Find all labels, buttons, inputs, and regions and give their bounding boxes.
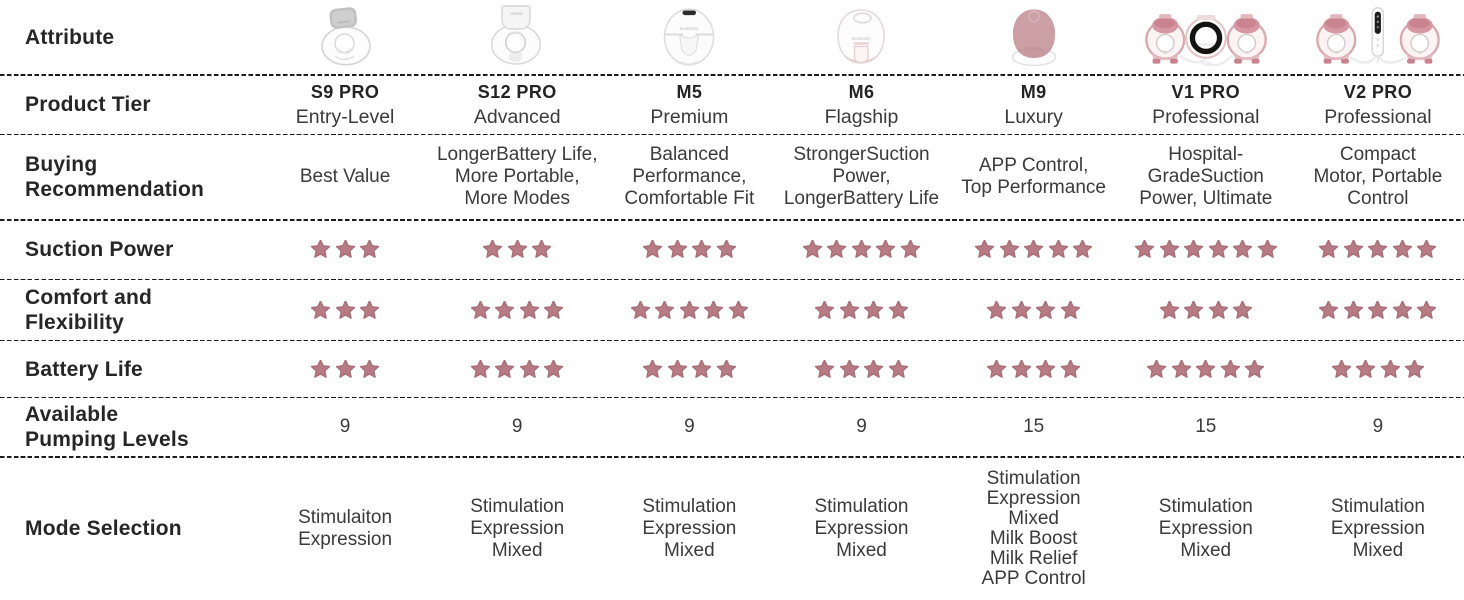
svg-text:momcozy: momcozy: [680, 26, 700, 31]
svg-text:momcozy: momcozy: [1198, 43, 1214, 47]
svg-text:momcozy: momcozy: [1024, 46, 1044, 51]
svg-text:momcozy: momcozy: [852, 36, 872, 41]
